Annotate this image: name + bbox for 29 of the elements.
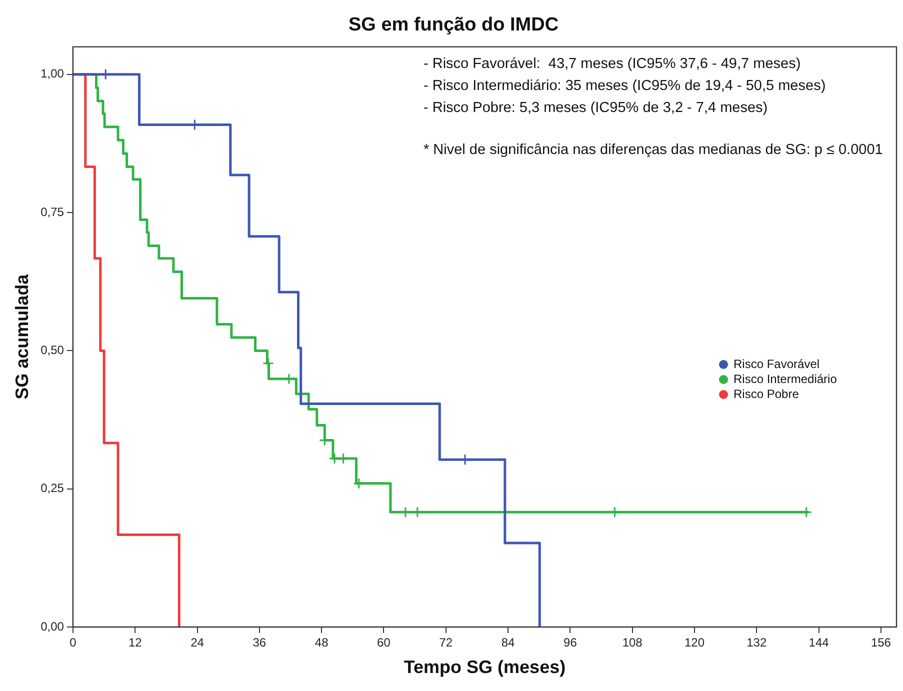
legend-label: Risco Pobre [734, 386, 799, 402]
x-tick-label: 120 [684, 636, 705, 650]
x-tick-label: 72 [439, 636, 453, 650]
chart-title: SG em função do IMDC [348, 14, 559, 36]
x-tick-label: 108 [622, 636, 643, 650]
x-tick-label: 132 [746, 636, 767, 650]
x-tick-label: 36 [252, 636, 266, 650]
x-tick-label: 0 [70, 636, 77, 650]
legend-label: Risco Favorável [734, 356, 820, 372]
x-tick-label: 96 [564, 636, 578, 650]
y-axis-title: SG acumulada [12, 273, 32, 400]
x-tick-label: 60 [377, 636, 391, 650]
annotation: - Risco Favorável: 43,7 meses (IC95% 37,6 - 49,7 meses) [424, 54, 802, 74]
annotation: * Nivel de significância nas diferenças das medianas de SG: p ≤ 0.0001 [424, 140, 883, 160]
legend-label: Risco Intermediário [734, 372, 837, 387]
y-tick-label: 0,00 [40, 619, 64, 634]
y-tick-label: 0,25 [40, 481, 64, 496]
x-tick-label: 12 [128, 636, 142, 650]
x-tick-label: 24 [190, 636, 204, 650]
x-tick-label: 48 [314, 636, 329, 650]
annotation: - Risco Intermediário: 35 meses (IC95% de 19,4 - 50,5 meses) [424, 76, 827, 96]
x-tick-label: 156 [870, 636, 892, 650]
y-tick-label: 0,75 [40, 204, 64, 219]
x-axis-title: Tempo SG (meses) [404, 657, 566, 678]
annotation: - Risco Pobre: 5,3 meses (IC95% de 3,2 - 7,4 meses) [424, 98, 769, 118]
y-tick-label: 0,50 [40, 343, 64, 358]
x-tick-label: 84 [501, 636, 516, 650]
x-tick-label: 144 [808, 636, 830, 650]
y-tick-label: 1,00 [40, 66, 64, 81]
